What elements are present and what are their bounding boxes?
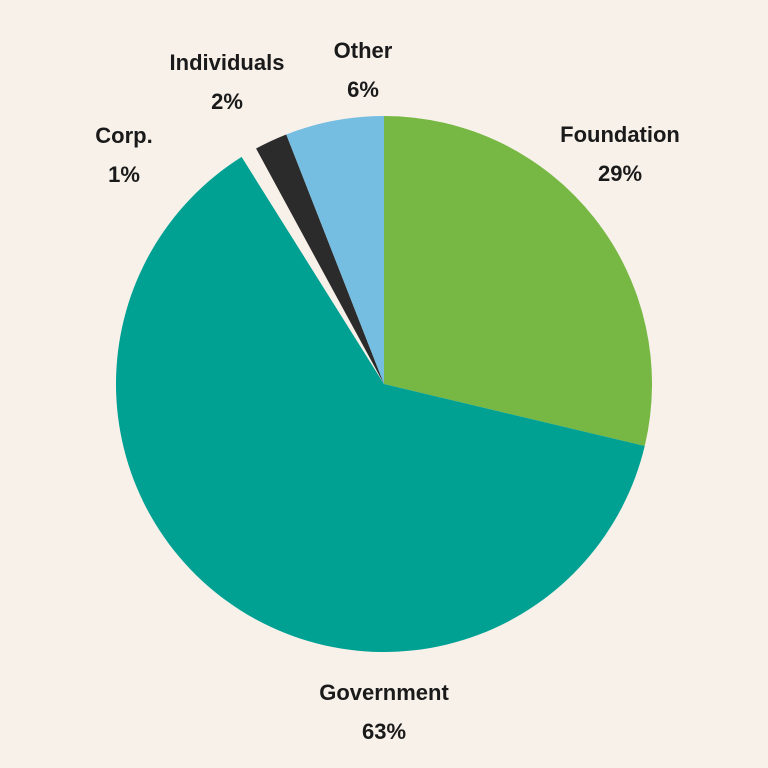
label-foundation-name: Foundation — [560, 122, 680, 147]
label-individuals-name: Individuals — [169, 50, 285, 75]
label-other-value: 6% — [347, 77, 379, 102]
label-individuals-value: 2% — [211, 89, 243, 114]
slice-foundation — [384, 116, 653, 446]
label-government-value: 63% — [361, 719, 407, 744]
slice-corp — [241, 148, 384, 384]
label-foundation: Foundation 29% — [560, 115, 680, 193]
label-corp: Corp. 1% — [95, 116, 152, 194]
slice-government — [116, 156, 645, 653]
label-government-name: Government — [319, 680, 449, 705]
slice-individuals — [256, 134, 384, 384]
label-other-name: Other — [333, 38, 393, 63]
slice-other — [286, 116, 384, 384]
label-government: Government 63% — [319, 673, 449, 751]
label-foundation-value: 29% — [597, 161, 643, 186]
label-corp-value: 1% — [108, 162, 140, 187]
label-other: Other 6% — [334, 31, 393, 109]
label-individuals: Individuals 2% — [170, 43, 285, 121]
label-corp-name: Corp. — [95, 123, 153, 148]
